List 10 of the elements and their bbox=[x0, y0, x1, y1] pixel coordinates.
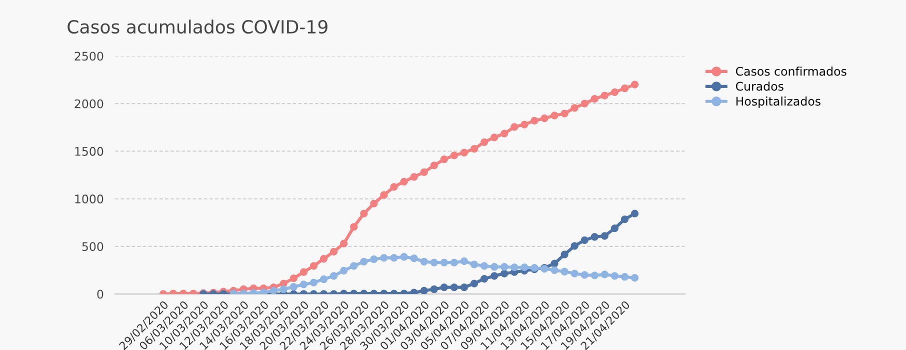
y-tick-label: 1500 bbox=[75, 146, 104, 156]
y-tick-label: 500 bbox=[82, 242, 104, 252]
y-tick-label: 2500 bbox=[74, 52, 104, 61]
y-tick-label: 2000 bbox=[74, 99, 104, 108]
legend-label: Curados bbox=[736, 82, 784, 91]
legend-label: Hospitalizados bbox=[736, 96, 820, 108]
y-tick-label: 0 bbox=[97, 290, 104, 299]
legend-label: Casos confirmados bbox=[736, 66, 846, 76]
y-tick-label: 1000 bbox=[75, 194, 104, 204]
chart-title: Casos acumulados COVID-19 bbox=[68, 20, 328, 34]
